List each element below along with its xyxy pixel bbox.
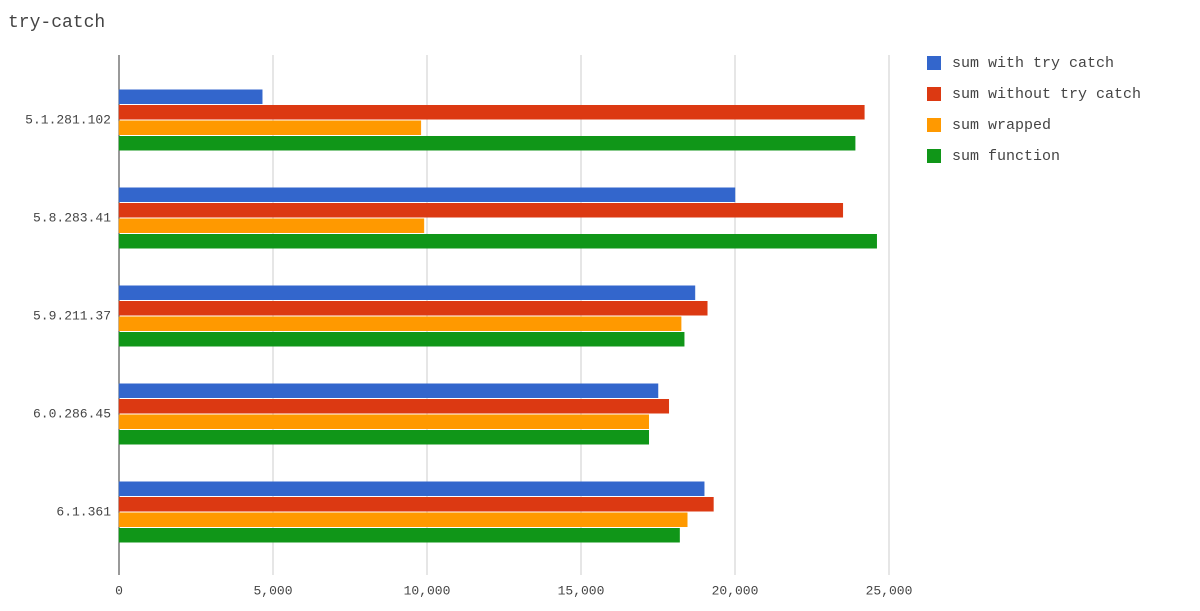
chart-title: try-catch	[8, 13, 105, 33]
legend-swatch	[927, 56, 941, 70]
bar	[118, 383, 659, 398]
bar	[118, 512, 688, 527]
x-tick-label: 10,000	[404, 583, 451, 598]
bar	[118, 481, 705, 496]
legend-label: sum without try catch	[952, 86, 1141, 103]
bar	[118, 234, 877, 249]
bar	[118, 414, 650, 429]
bar	[118, 430, 650, 445]
x-tick-label: 15,000	[558, 583, 605, 598]
y-tick-label: 6.1.361	[56, 504, 111, 519]
x-tick-label: 25,000	[866, 583, 913, 598]
bar	[118, 136, 856, 151]
bar	[118, 399, 670, 414]
x-tick-label: 5,000	[253, 583, 292, 598]
y-tick-label: 5.9.211.37	[33, 308, 111, 323]
legend-label: sum function	[952, 148, 1060, 165]
bar	[118, 316, 682, 331]
x-tick-label: 20,000	[712, 583, 759, 598]
bar	[118, 528, 680, 543]
bar	[118, 89, 263, 104]
y-tick-label: 5.1.281.102	[25, 112, 111, 127]
bar	[118, 187, 736, 202]
x-tick-label: 0	[115, 583, 123, 598]
legend-swatch	[927, 118, 941, 132]
bar	[118, 218, 425, 233]
bar	[118, 120, 422, 135]
bar	[118, 332, 685, 347]
bar	[118, 285, 696, 300]
bar	[118, 105, 865, 120]
bar	[118, 497, 714, 512]
bar	[118, 301, 708, 316]
legend-label: sum with try catch	[952, 55, 1114, 72]
y-tick-label: 6.0.286.45	[33, 406, 111, 421]
legend-swatch	[927, 87, 941, 101]
bar	[118, 203, 844, 218]
legend-swatch	[927, 149, 941, 163]
legend-label: sum wrapped	[952, 117, 1051, 134]
y-tick-label: 5.8.283.41	[33, 210, 111, 225]
